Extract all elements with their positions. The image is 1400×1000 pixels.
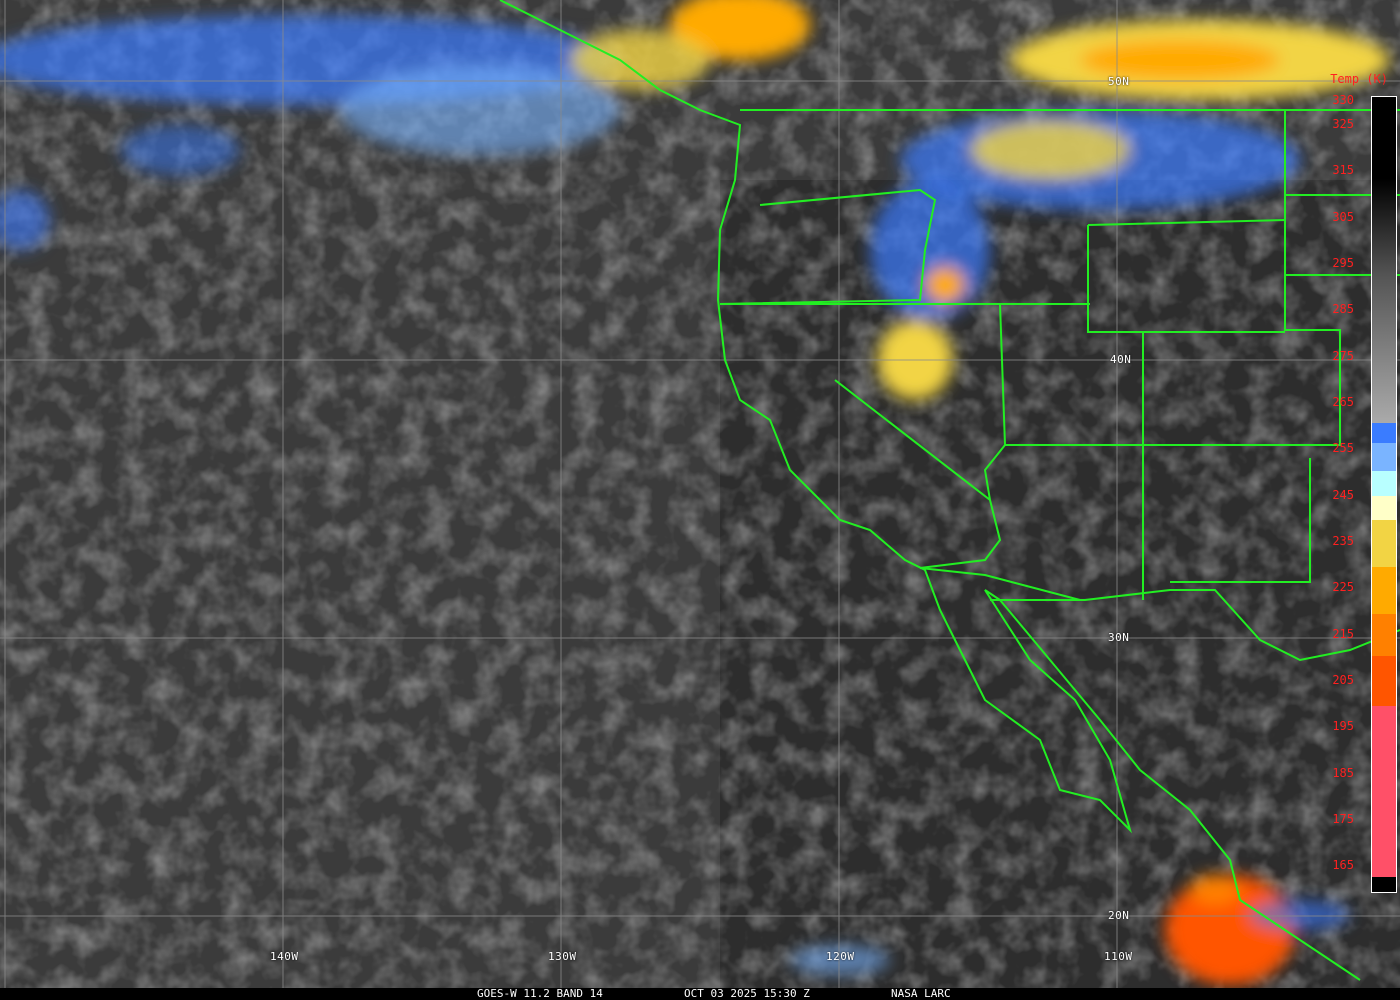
image-footer: GOES-W 11.2 BAND 14 OCT 03 2025 15:30 Z … [0, 988, 1400, 1000]
lat-label-40n: 40N [1110, 353, 1132, 366]
temperature-colorbar [1371, 96, 1397, 893]
colorbar-tick-label: 305 [1332, 209, 1354, 224]
colorbar-tick-label: 165 [1332, 858, 1354, 873]
colorbar-tick-label: 225 [1332, 580, 1354, 595]
political-boundaries [499, 0, 1400, 981]
colorbar-tick-label: 175 [1332, 812, 1354, 827]
colorbar-segment [1372, 520, 1396, 567]
colorbar-tick-label: 205 [1332, 673, 1354, 688]
lat-label-20n: 20N [1108, 909, 1130, 922]
colorbar-tick-label: 325 [1332, 117, 1354, 131]
colorbar-segment [1372, 443, 1396, 471]
colorbar-tick-label: 215 [1332, 626, 1354, 641]
lon-label-140w: 140W [270, 950, 299, 963]
satellite-band-label: GOES-W 11.2 BAND 14 [477, 987, 603, 1000]
colorbar-tick-label: 295 [1332, 256, 1354, 271]
colorbar-tick-label: 235 [1332, 534, 1354, 549]
colorbar-segment [1372, 423, 1396, 443]
lon-label-120w: 120W [826, 950, 855, 963]
colorbar-tick-label: 285 [1332, 302, 1354, 317]
cold-cloud-tops [0, 0, 1390, 985]
colorbar-tick-label: 315 [1332, 163, 1354, 178]
colorbar-tick-label: 255 [1332, 441, 1354, 456]
credit-label: NASA LARC [891, 987, 951, 1000]
lat-label-30n: 30N [1108, 631, 1130, 644]
colorbar-tick-label: 330 [1332, 93, 1354, 107]
datetime-label: OCT 03 2025 15:30 Z [684, 987, 810, 1000]
lat-label-50n: 50N [1108, 75, 1130, 88]
colorbar-segment [1372, 656, 1396, 706]
colorbar-segment [1372, 496, 1396, 520]
colorbar-tick-label: 245 [1332, 487, 1354, 502]
colorbar-segment [1372, 614, 1396, 656]
colorbar-segment [1372, 706, 1396, 877]
colorbar-tick-label: 275 [1332, 348, 1354, 363]
lon-label-130w: 130W [548, 950, 577, 963]
colorbar-segment [1372, 471, 1396, 496]
colorbar-tick-label: 195 [1332, 719, 1354, 734]
colorbar-segment [1372, 567, 1396, 614]
lon-label-110w: 110W [1104, 950, 1133, 963]
colorbar-title: Temp (K) [1330, 72, 1388, 86]
colorbar-gray-segment [1372, 97, 1396, 423]
colorbar-tick-label: 185 [1332, 765, 1354, 780]
colorbar-tick-label: 265 [1332, 395, 1354, 410]
